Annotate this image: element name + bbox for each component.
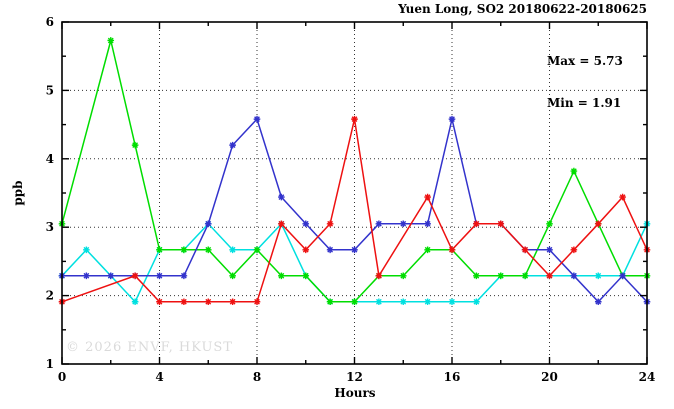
series-blue-marker (424, 220, 431, 228)
series-cyan-marker (448, 298, 456, 306)
series-green-marker (546, 220, 553, 228)
series-red-marker (278, 220, 285, 228)
series-red-marker (351, 115, 358, 123)
series-blue-marker (570, 272, 578, 280)
series-green-marker (424, 246, 431, 254)
series-red-marker (424, 193, 431, 201)
series-green-marker (278, 272, 285, 280)
series-cyan-marker (594, 272, 602, 280)
watermark: © 2026 ENVF, HKUST (66, 340, 233, 355)
series-blue-marker (619, 272, 626, 280)
series-blue-marker (326, 246, 334, 254)
series-red-marker (546, 272, 553, 280)
series-cyan-marker (83, 246, 90, 254)
series-red-marker (326, 220, 334, 228)
series-green-marker (253, 246, 261, 254)
series-green-marker (326, 298, 334, 306)
y-tick-label: 5 (46, 83, 54, 97)
x-tick-label: 0 (58, 370, 66, 384)
series-red-marker (448, 246, 456, 254)
series-red-marker (302, 246, 310, 254)
series-red-marker (594, 220, 602, 228)
series-green-marker (302, 272, 310, 280)
series-green-marker (570, 167, 578, 175)
series-cyan-marker (424, 298, 431, 306)
series-red-marker (204, 298, 212, 306)
y-tick-label: 3 (46, 220, 54, 234)
x-tick-label: 8 (253, 370, 261, 384)
x-tick-label: 24 (639, 370, 656, 384)
series-blue-marker (375, 220, 383, 228)
series-blue-marker (448, 115, 456, 123)
series-green-marker (497, 272, 505, 280)
x-axis-label: Hours (334, 386, 376, 400)
y-axis-label: ppb (11, 180, 25, 206)
chart-title: Yuen Long, SO2 20180622-20180625 (398, 2, 647, 16)
max-value-label: Max = 5.73 (547, 54, 623, 68)
series-green-marker (399, 272, 407, 280)
series-cyan-marker (375, 298, 383, 306)
series-green-marker (131, 141, 139, 149)
x-tick-label: 16 (444, 370, 461, 384)
series-red-marker (131, 272, 139, 280)
series-green-marker (473, 272, 480, 280)
series-green-marker (204, 246, 212, 254)
series-blue-marker (351, 246, 358, 254)
y-tick-label: 2 (46, 289, 54, 303)
series-red-marker (521, 246, 529, 254)
series-red-marker (180, 298, 188, 306)
series-green-marker (521, 272, 529, 280)
series-green-marker (107, 37, 115, 44)
series-red-marker (253, 298, 261, 306)
series-green-marker (229, 272, 236, 280)
series-red-marker (375, 272, 383, 280)
series-red-line (61, 118, 648, 303)
series-blue-marker (180, 272, 188, 280)
min-value-label: Min = 1.91 (547, 96, 622, 110)
series-red-marker (497, 220, 505, 228)
series-blue-marker (83, 272, 90, 280)
series-red-marker (229, 298, 236, 306)
series-green-line (61, 40, 647, 303)
series-blue-marker (229, 141, 236, 149)
series-red-marker (156, 298, 163, 306)
y-tick-label: 6 (46, 15, 54, 29)
series-cyan-marker (131, 298, 139, 306)
series-cyan-marker (229, 246, 236, 254)
stats-annotation: Max = 5.73 Min = 1.91 (547, 26, 623, 138)
series-blue-marker (156, 272, 163, 280)
series-blue-marker (204, 220, 212, 228)
series-green-marker (156, 246, 163, 254)
series-red-marker (570, 246, 578, 254)
x-tick-label: 12 (346, 370, 363, 384)
series-green-marker (351, 298, 358, 306)
y-tick-label: 1 (46, 357, 54, 371)
series-blue-marker (107, 272, 115, 280)
series-blue-marker (302, 220, 310, 228)
series-blue-marker (399, 220, 407, 228)
series-blue-marker (594, 298, 602, 306)
series-blue-marker (253, 115, 261, 123)
series-blue-marker (546, 246, 553, 254)
y-tick-label: 4 (46, 152, 54, 166)
series-cyan-marker (473, 298, 480, 306)
series-red-marker (473, 220, 480, 228)
x-tick-label: 4 (155, 370, 163, 384)
series-green-marker (180, 246, 188, 254)
series-cyan-marker (399, 298, 407, 306)
x-tick-label: 20 (541, 370, 558, 384)
series-blue-marker (278, 193, 285, 201)
series-red-marker (619, 193, 626, 201)
